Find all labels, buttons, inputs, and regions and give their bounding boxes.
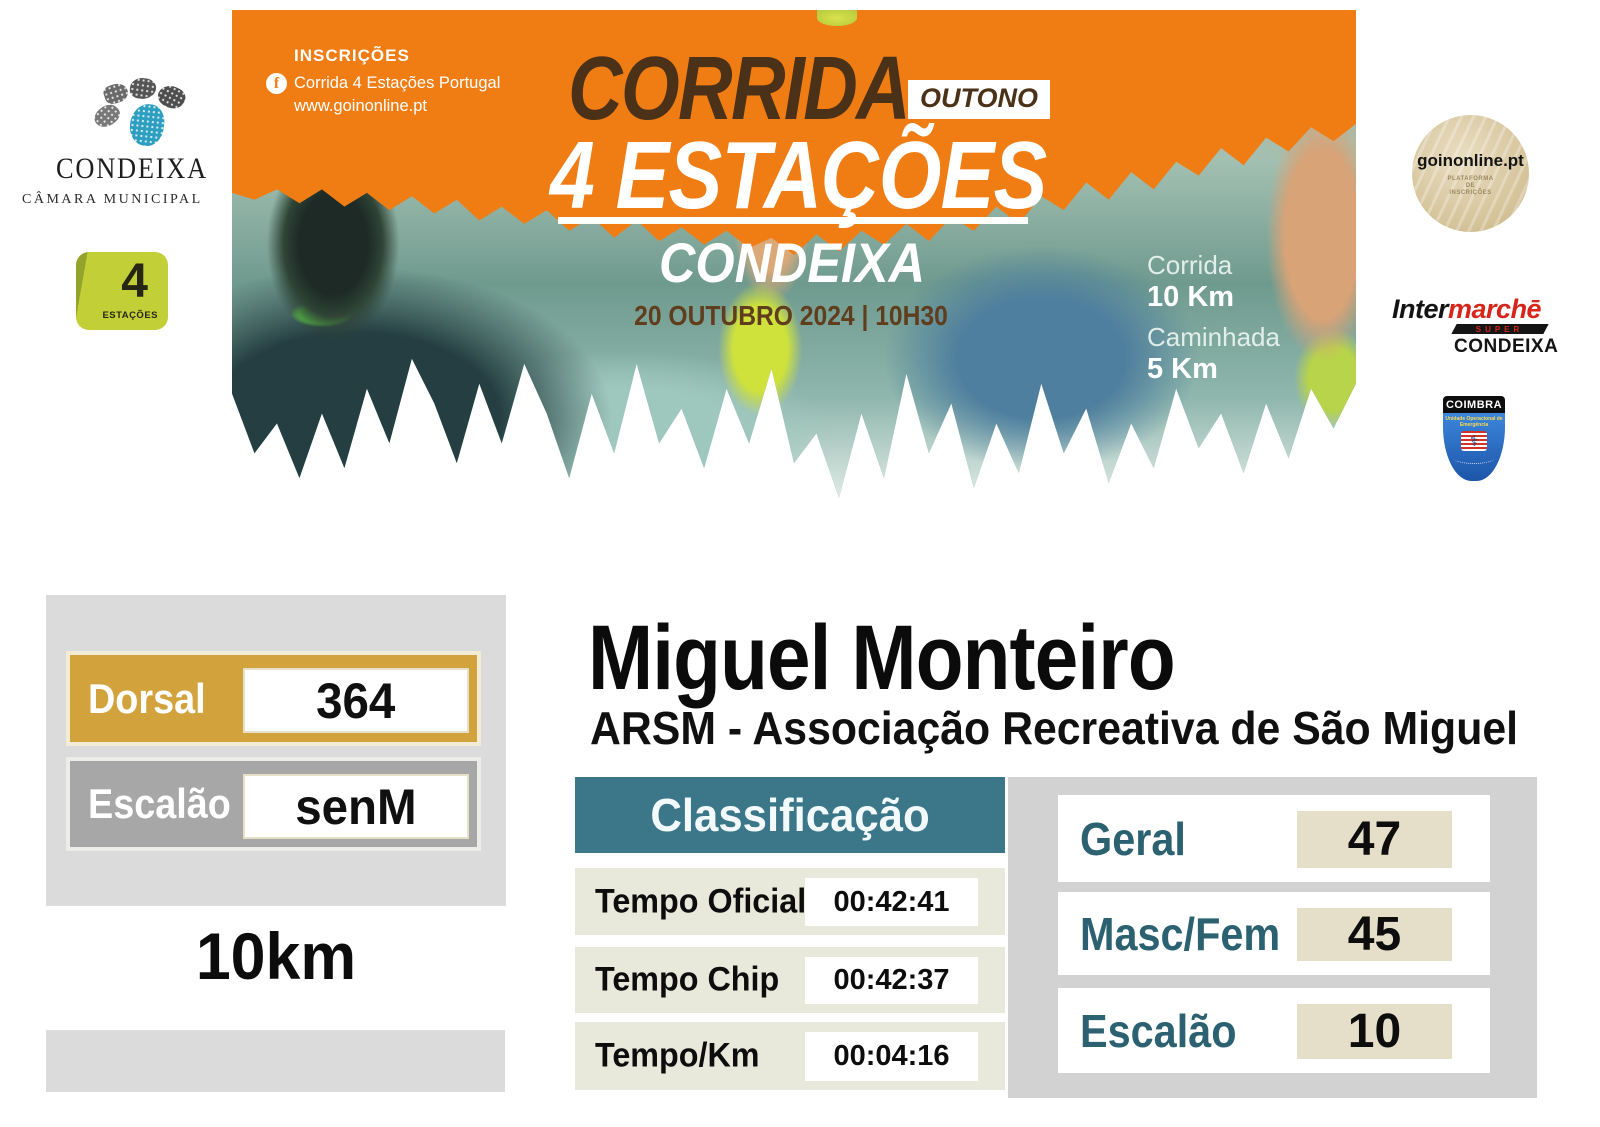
- tempo-oficial-row: Tempo Oficial 00:42:41: [575, 868, 1005, 935]
- condeixa-logo-name: CONDEIXA: [56, 152, 208, 185]
- website-url: www.goinonline.pt: [294, 97, 427, 115]
- athlete-name: Miguel Monteiro: [588, 607, 1176, 709]
- masc-fem-row: Masc/Fem 45: [1058, 892, 1490, 975]
- coimbra-crest-text: Unidade Operacional de Emergência: [1445, 416, 1503, 428]
- goinonline-logo: goinonline.pt PLATAFORMA DE INSCRIÇÕES: [1412, 115, 1529, 232]
- event-name-corrida: Corrida: [1147, 250, 1233, 280]
- tempo-chip-value-box: 00:42:37: [805, 957, 978, 1004]
- flower-petal: [101, 80, 131, 107]
- flower-petal-blue: [127, 102, 167, 148]
- tempo-chip-row: Tempo Chip 00:42:37: [575, 947, 1005, 1013]
- tempo-km-value: 00:04:16: [833, 1040, 950, 1072]
- event-date: 20 OUTUBRO 2024 | 10H30: [634, 300, 948, 331]
- escalao-value-box: senM: [243, 774, 469, 839]
- tempo-km-row: Tempo/Km 00:04:16: [575, 1022, 1005, 1090]
- escalao-rank-row: Escalão 10: [1058, 988, 1490, 1073]
- goinonline-texture: [1412, 115, 1529, 232]
- geral-label: Geral: [1080, 812, 1186, 865]
- escalao-rank-label: Escalão: [1080, 1004, 1237, 1057]
- coimbra-crest-arc: [1454, 453, 1494, 464]
- intermarche-logo: Intermarchē SUPER CONDEIXA: [1392, 296, 1559, 358]
- classification-header-label: Classificação: [650, 789, 930, 841]
- inscriptions-block: INSCRIÇÕES f Corrida 4 Estações Portugal…: [266, 46, 500, 116]
- shoe-detail-blob: [817, 10, 857, 26]
- flower-petal: [128, 76, 158, 101]
- escalao-row: Escalão senM: [66, 757, 481, 851]
- goinonline-title: goinonline.pt: [1417, 150, 1524, 170]
- facebook-page-name: Corrida 4 Estações Portugal: [294, 74, 501, 92]
- coimbra-crest-title: COIMBRA: [1443, 396, 1505, 413]
- masc-fem-value: 45: [1347, 908, 1402, 961]
- intermarche-wordmark: Intermarchē: [1392, 296, 1552, 323]
- banner-location: CONDEIXA: [658, 231, 926, 294]
- intermarche-part2: marchē: [1448, 294, 1542, 324]
- intermarche-city: CONDEIXA: [1454, 336, 1559, 357]
- dorsal-value-box: 364: [243, 668, 469, 733]
- geral-value: 47: [1347, 813, 1402, 866]
- cube-number: 4: [121, 255, 148, 308]
- dorsal-value: 364: [316, 672, 396, 729]
- flower-petal: [90, 99, 124, 133]
- condeixa-flower-icon: [88, 76, 198, 150]
- intermarche-super-bar: SUPER: [1451, 324, 1549, 334]
- escalao-label: Escalão: [88, 780, 231, 827]
- escalao-value: senM: [295, 778, 417, 835]
- dorsal-label: Dorsal: [88, 674, 206, 722]
- escalao-rank-value: 10: [1347, 1005, 1402, 1058]
- tempo-chip-label: Tempo Chip: [595, 960, 780, 999]
- intermarche-super-label: SUPER: [1476, 324, 1524, 334]
- condeixa-logo-subtitle: CÂMARA MUNICIPAL: [22, 192, 203, 207]
- facebook-row: f Corrida 4 Estações Portugal: [266, 73, 500, 94]
- rankings-panel: Geral 47 Masc/Fem 45 Escalão 10: [1008, 777, 1537, 1098]
- season-badge: OUTONO: [908, 80, 1051, 119]
- banner-title-corrida: CORRIDA: [568, 39, 911, 139]
- event-distances: Corrida 10 Km Caminhada 5 Km: [1147, 240, 1280, 384]
- facebook-icon: f: [266, 73, 287, 94]
- event-name-caminhada: Caminhada: [1147, 322, 1280, 352]
- athlete-club: ARSM - Associação Recreativa de São Migu…: [590, 702, 1519, 754]
- tempo-chip-value: 00:42:37: [833, 964, 950, 996]
- bib-card: Dorsal 364 Escalão senM: [46, 595, 506, 906]
- tempo-oficial-value: 00:42:41: [833, 885, 950, 918]
- bottom-gray-bar: [46, 1030, 505, 1092]
- masc-fem-label: Masc/Fem: [1080, 907, 1281, 960]
- inscriptions-title: INSCRIÇÕES: [294, 46, 410, 65]
- escalao-rank-value-box: 10: [1297, 1004, 1452, 1059]
- coimbra-caduceus-icon: ⚕: [1461, 431, 1487, 451]
- coimbra-crest-logo: COIMBRA Unidade Operacional de Emergênci…: [1443, 396, 1505, 481]
- 4-estacoes-cube-logo: 4 ESTAÇÕES: [76, 252, 168, 330]
- event-banner: INSCRIÇÕES f Corrida 4 Estações Portugal…: [232, 10, 1356, 508]
- race-distance: 10km: [195, 919, 357, 993]
- geral-value-box: 47: [1297, 811, 1452, 868]
- intermarche-part1: Inter: [1392, 294, 1449, 324]
- dorsal-row: Dorsal 364: [66, 651, 481, 746]
- cube-label: ESTAÇÕES: [102, 310, 158, 321]
- banner-title-4-estacoes: 4 ESTAÇÕES: [550, 122, 1047, 229]
- tempo-km-value-box: 00:04:16: [805, 1032, 978, 1081]
- coimbra-crest-shield: Unidade Operacional de Emergência ⚕: [1443, 413, 1505, 481]
- event-distance-5km: 5 Km: [1147, 353, 1218, 385]
- event-distance-10km: 10 Km: [1147, 281, 1235, 313]
- geral-row: Geral 47: [1058, 795, 1490, 882]
- title-underline: [558, 217, 1028, 224]
- classification-header: Classificação: [575, 777, 1005, 853]
- goinonline-subtitle: PLATAFORMA DE INSCRIÇÕES: [1447, 175, 1494, 196]
- tempo-oficial-label: Tempo Oficial: [595, 882, 807, 920]
- tempo-oficial-value-box: 00:42:41: [805, 878, 978, 926]
- masc-fem-value-box: 45: [1297, 908, 1452, 961]
- tempo-km-label: Tempo/Km: [595, 1036, 760, 1075]
